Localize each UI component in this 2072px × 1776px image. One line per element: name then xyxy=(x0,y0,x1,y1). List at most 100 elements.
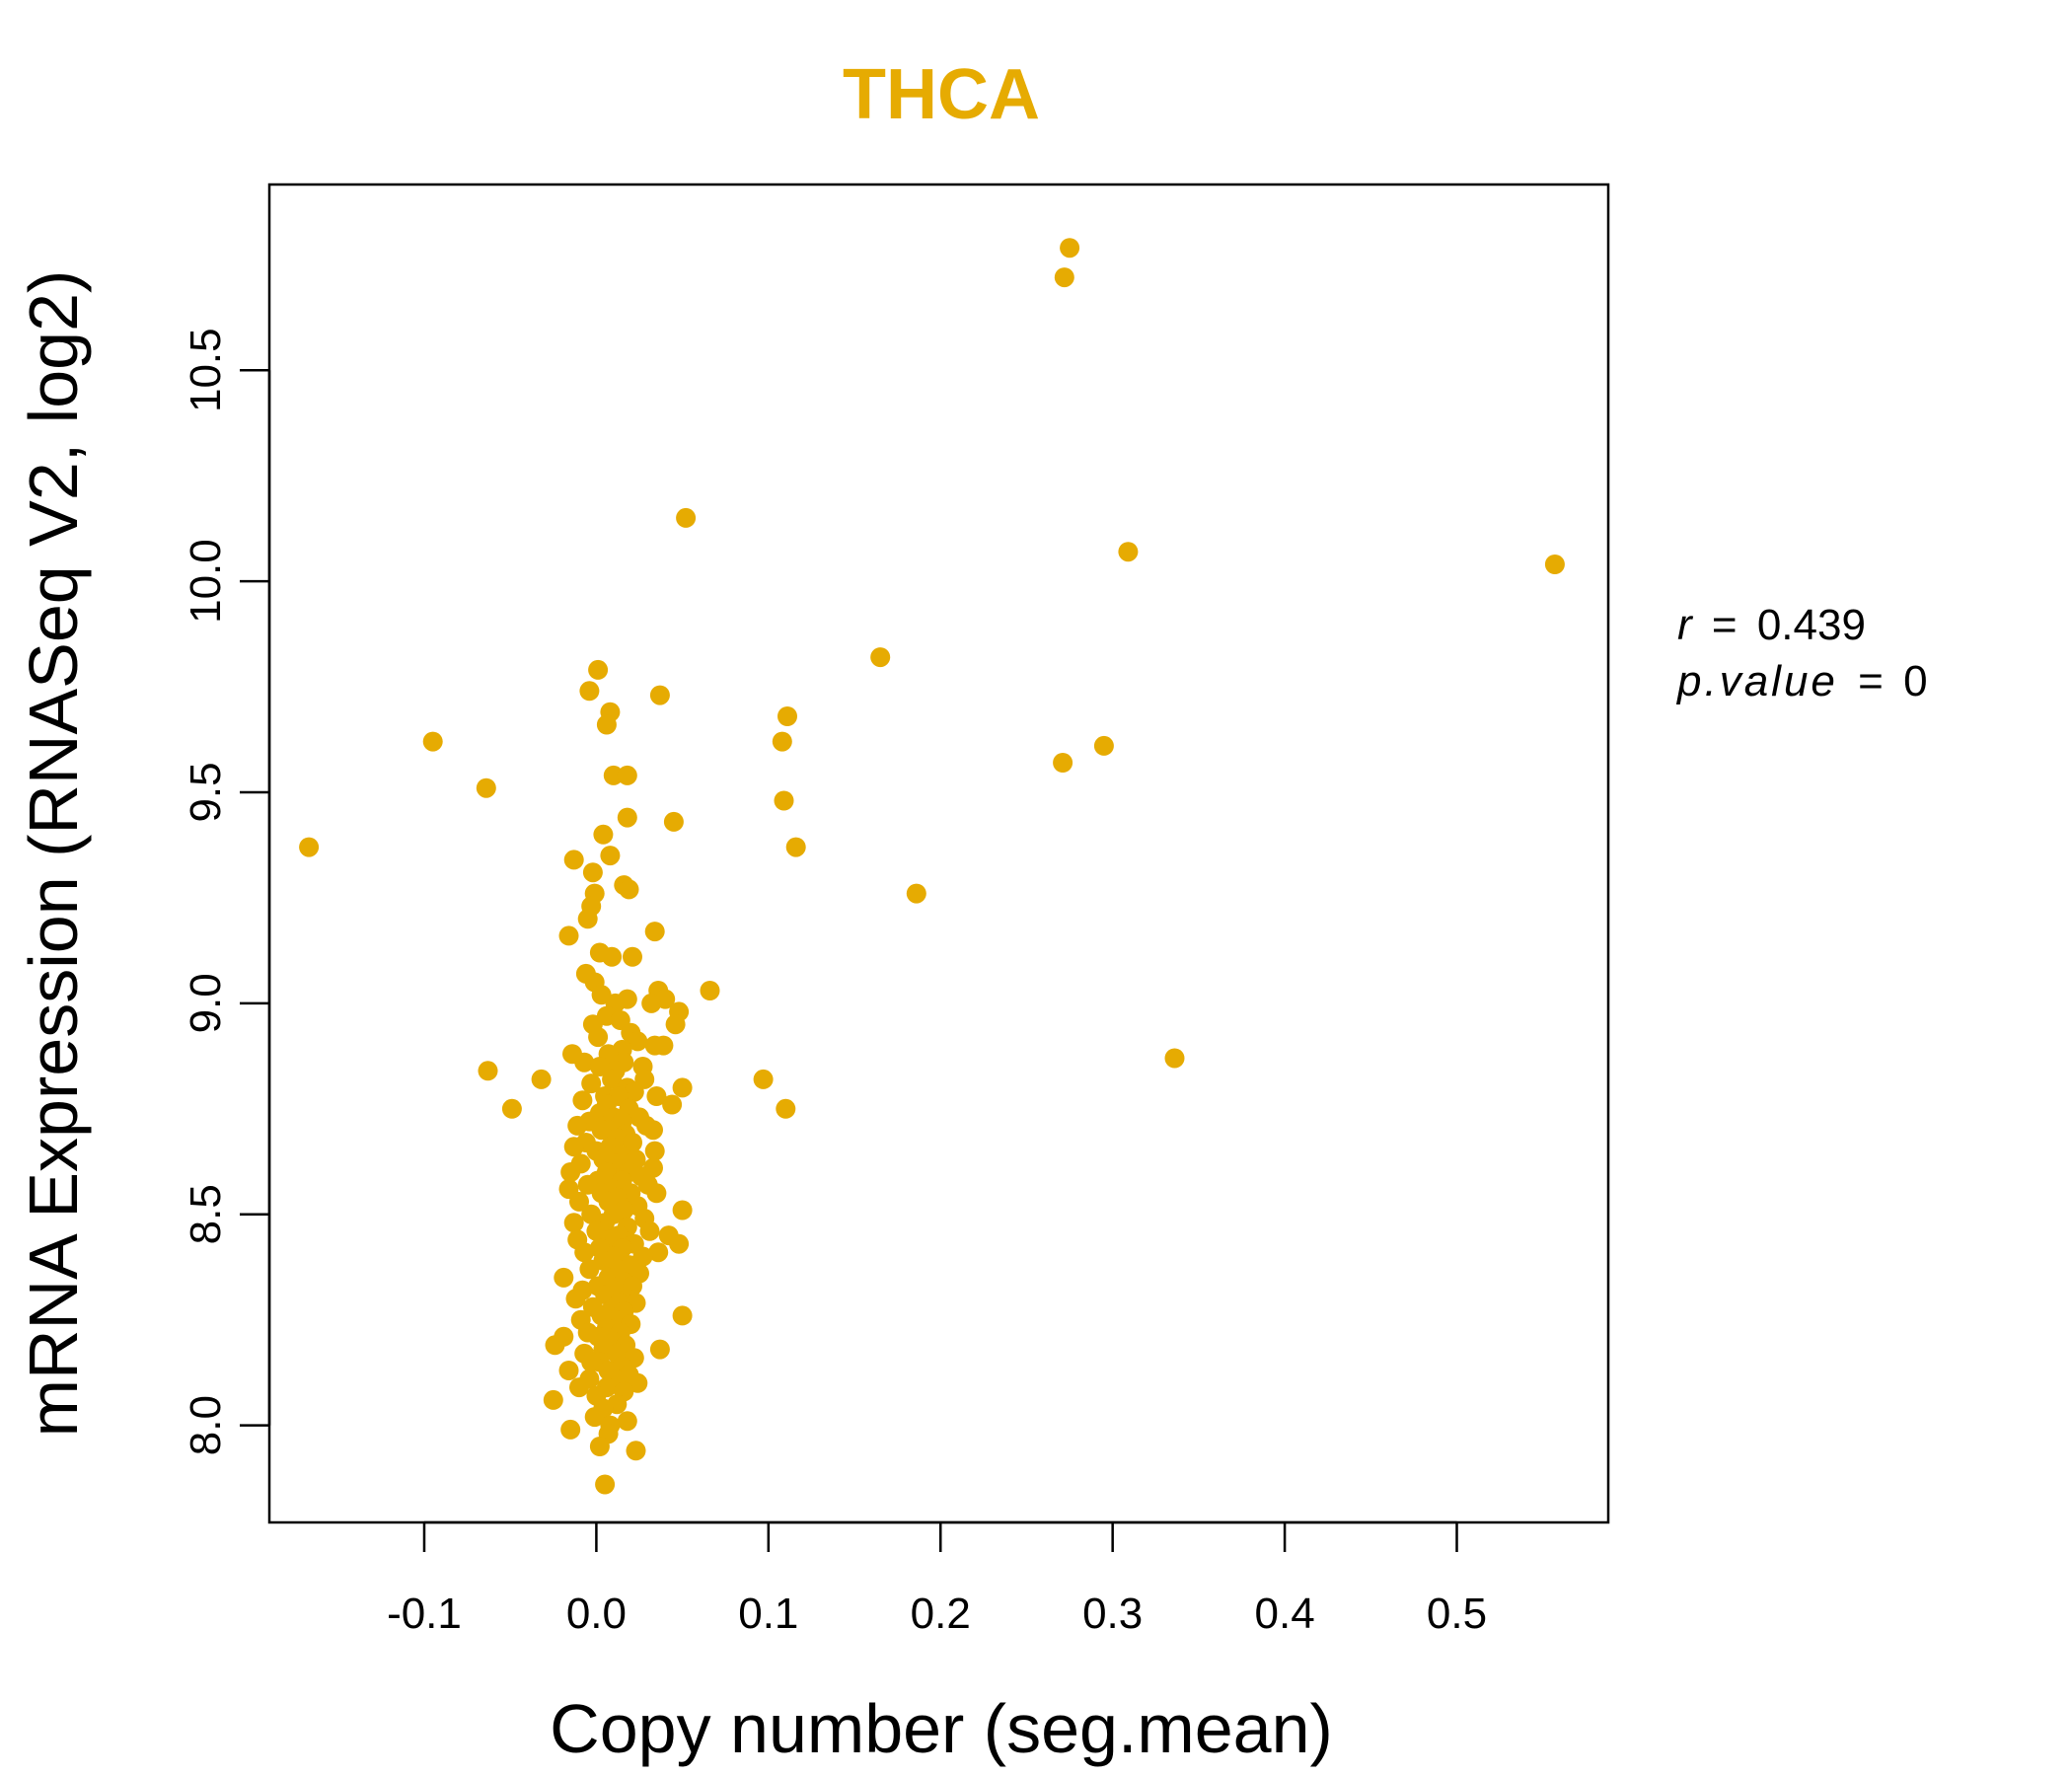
data-point xyxy=(785,837,806,857)
data-point xyxy=(617,807,637,828)
data-point xyxy=(588,659,609,680)
data-point xyxy=(672,1305,693,1326)
data-point xyxy=(700,981,720,1000)
data-point xyxy=(558,925,579,946)
data-point xyxy=(776,1098,796,1119)
data-point xyxy=(581,1073,602,1094)
chart-title: THCA xyxy=(843,55,1040,134)
data-point xyxy=(649,1339,670,1360)
data-point xyxy=(628,1031,648,1052)
y-tick-label: 9.0 xyxy=(182,973,230,1033)
data-point xyxy=(589,1437,610,1456)
p-value: 0 xyxy=(1903,657,1927,705)
data-point xyxy=(589,1057,610,1076)
x-axis: -0.1 0.0 0.1 0.2 0.3 0.4 0.5 xyxy=(387,1520,1487,1638)
data-point xyxy=(501,1098,522,1119)
data-point xyxy=(574,1242,595,1263)
data-point xyxy=(545,1335,565,1356)
y-tick-label: 10.0 xyxy=(182,539,230,624)
data-point xyxy=(1060,238,1080,259)
r-label: r xyxy=(1677,601,1694,649)
data-point xyxy=(1053,753,1073,773)
data-point xyxy=(617,765,637,785)
data-point xyxy=(602,946,623,967)
r-stat: r = 0.439 xyxy=(1677,601,1866,649)
p-stat: p.value = 0 xyxy=(1675,657,1928,705)
data-point xyxy=(558,1361,579,1380)
data-point xyxy=(579,1259,600,1280)
data-point xyxy=(646,1183,667,1204)
y-tick-label: 8.5 xyxy=(182,1184,230,1244)
data-point xyxy=(623,946,642,967)
y-tick-label: 9.5 xyxy=(182,762,230,822)
data-point xyxy=(572,1090,593,1111)
data-point xyxy=(644,1141,665,1161)
data-point xyxy=(563,1137,584,1157)
data-point xyxy=(591,1120,612,1141)
data-point xyxy=(531,1069,552,1089)
data-point xyxy=(299,837,320,857)
y-axis-label: mRNA Expression (RNASeq V2, log2) xyxy=(15,270,92,1438)
data-point xyxy=(646,1086,667,1106)
data-point xyxy=(577,909,598,929)
data-point xyxy=(1164,1048,1185,1069)
y-tick-label: 10.5 xyxy=(182,328,230,412)
data-point xyxy=(623,1133,642,1152)
y-axis: 8.0 8.5 9.0 9.5 10.0 10.5 xyxy=(182,328,271,1455)
data-point xyxy=(588,1027,609,1048)
data-point xyxy=(676,507,697,528)
data-point xyxy=(476,777,496,798)
data-point xyxy=(774,790,794,811)
data-point xyxy=(662,1094,683,1115)
data-point xyxy=(596,714,617,735)
x-tick-label: 0.2 xyxy=(911,1590,971,1638)
data-point xyxy=(665,1014,686,1035)
data-point xyxy=(1118,542,1139,562)
data-point xyxy=(1093,735,1114,756)
x-tick-label: 0.0 xyxy=(566,1590,627,1638)
data-point xyxy=(563,850,584,870)
data-point xyxy=(648,1242,669,1263)
data-point xyxy=(906,883,926,904)
data-point xyxy=(569,1191,589,1212)
data-point xyxy=(1544,555,1565,574)
data-point xyxy=(619,879,639,900)
x-axis-label: Copy number (seg.mean) xyxy=(550,1690,1333,1767)
plot-frame xyxy=(267,183,1610,1524)
data-point xyxy=(560,1162,581,1182)
data-point xyxy=(600,846,621,866)
data-point xyxy=(663,811,684,832)
x-tick-label: -0.1 xyxy=(387,1590,462,1638)
data-point xyxy=(624,1081,644,1102)
data-point xyxy=(581,1352,602,1372)
data-point xyxy=(579,681,600,702)
data-point xyxy=(563,1213,584,1233)
data-point xyxy=(582,862,603,883)
data-point xyxy=(584,1407,605,1428)
data-point xyxy=(641,993,662,1013)
x-tick-label: 0.4 xyxy=(1255,1590,1315,1638)
r-value: 0.439 xyxy=(1757,601,1866,649)
data-point xyxy=(672,1077,693,1098)
data-point xyxy=(669,1233,690,1254)
y-tick-label: 8.0 xyxy=(182,1395,230,1455)
data-point xyxy=(753,1069,774,1089)
data-point xyxy=(639,1221,660,1241)
data-point xyxy=(772,731,792,752)
data-point xyxy=(617,1411,637,1432)
data-point xyxy=(422,731,443,752)
data-point xyxy=(574,1052,595,1073)
data-point xyxy=(567,1115,588,1136)
data-point xyxy=(602,1069,623,1089)
data-point xyxy=(593,824,614,845)
data-point xyxy=(603,765,624,785)
data-point xyxy=(672,1200,693,1221)
x-tick-label: 0.3 xyxy=(1082,1590,1143,1638)
data-point xyxy=(1054,267,1074,288)
data-point xyxy=(478,1061,498,1081)
data-point xyxy=(626,1441,646,1461)
data-point xyxy=(560,1419,581,1440)
data-point xyxy=(644,922,665,942)
x-tick-label: 0.1 xyxy=(738,1590,798,1638)
